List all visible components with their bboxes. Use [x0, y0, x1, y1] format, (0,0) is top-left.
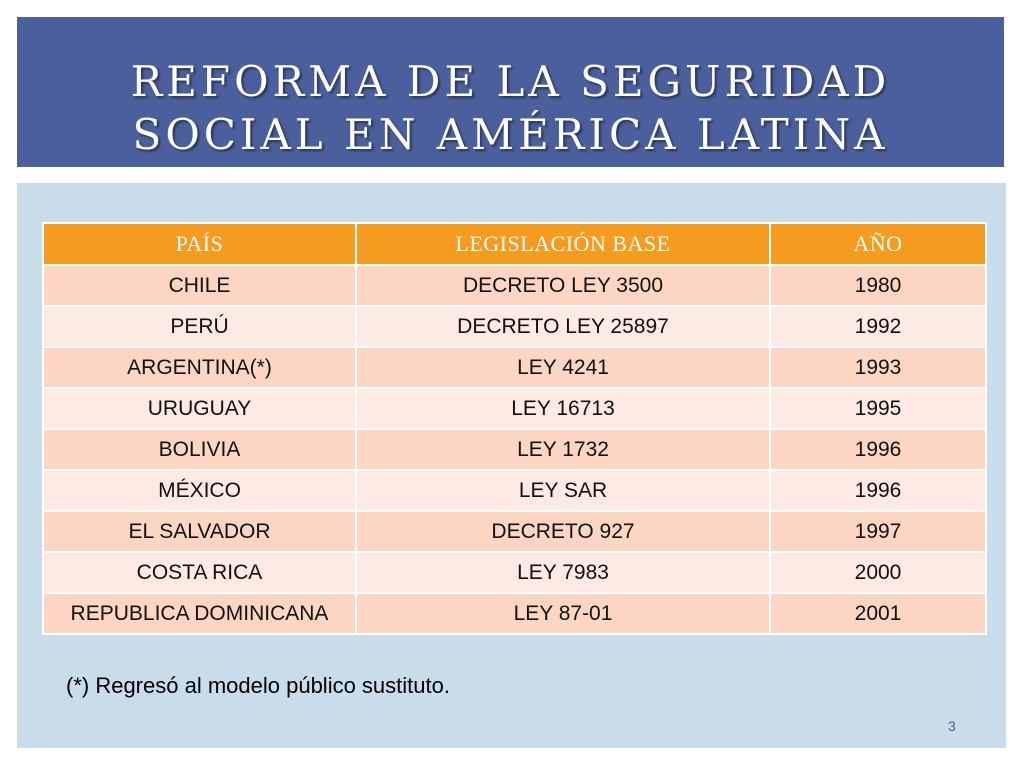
cell-year: 1997	[769, 510, 987, 553]
table-row: CHILE DECRETO LEY 3500 1980	[42, 264, 987, 307]
cell-legislation: LEY 7983	[355, 551, 771, 594]
header-country: PAÍS	[42, 222, 357, 266]
cell-year: 1996	[769, 428, 987, 471]
legislation-table: PAÍS LEGISLACIÓN BASE AÑO CHILE DECRETO …	[42, 222, 987, 635]
slide-title-line-1: REFORMA DE LA SEGURIDAD	[130, 57, 891, 106]
table-row: ARGENTINA(*) LEY 4241 1993	[42, 346, 987, 389]
title-band: REFORMA DE LA SEGURIDAD SOCIAL EN AMÉRIC…	[17, 17, 1004, 167]
cell-year: 1993	[769, 346, 987, 389]
cell-year: 1992	[769, 305, 987, 348]
table-row: BOLIVIA LEY 1732 1996	[42, 428, 987, 471]
cell-legislation: LEY 1732	[355, 428, 771, 471]
table-row: EL SALVADOR DECRETO 927 1997	[42, 510, 987, 553]
page-number: 3	[948, 718, 956, 734]
cell-legislation: DECRETO LEY 25897	[355, 305, 771, 348]
header-year: AÑO	[769, 222, 987, 266]
table-row: MÉXICO LEY SAR 1996	[42, 469, 987, 512]
cell-year: 2000	[769, 551, 987, 594]
cell-year: 1995	[769, 387, 987, 430]
cell-legislation: LEY 87-01	[355, 592, 771, 635]
cell-country: CHILE	[42, 264, 357, 307]
cell-country: BOLIVIA	[42, 428, 357, 471]
footnote: (*) Regresó al modelo público sustituto.	[66, 673, 450, 698]
cell-country: MÉXICO	[42, 469, 357, 512]
cell-country: ARGENTINA(*)	[42, 346, 357, 389]
cell-year: 1980	[769, 264, 987, 307]
cell-country: REPUBLICA DOMINICANA	[42, 592, 357, 635]
cell-country: PERÚ	[42, 305, 357, 348]
cell-legislation: LEY 16713	[355, 387, 771, 430]
table-row: REPUBLICA DOMINICANA LEY 87-01 2001	[42, 592, 987, 635]
cell-year: 1996	[769, 469, 987, 512]
table-row: COSTA RICA LEY 7983 2000	[42, 551, 987, 594]
cell-country: EL SALVADOR	[42, 510, 357, 553]
cell-country: COSTA RICA	[42, 551, 357, 594]
cell-country: URUGUAY	[42, 387, 357, 430]
header-legislation: LEGISLACIÓN BASE	[355, 222, 771, 266]
cell-legislation: LEY SAR	[355, 469, 771, 512]
cell-legislation: LEY 4241	[355, 346, 771, 389]
table-row: URUGUAY LEY 16713 1995	[42, 387, 987, 430]
table-row: PERÚ DECRETO LEY 25897 1992	[42, 305, 987, 348]
cell-legislation: DECRETO 927	[355, 510, 771, 553]
slide-title-line-2: SOCIAL EN AMÉRICA LATINA	[132, 110, 889, 159]
cell-legislation: DECRETO LEY 3500	[355, 264, 771, 307]
slide-title: REFORMA DE LA SEGURIDAD SOCIAL EN AMÉRIC…	[17, 55, 1004, 161]
table-header-row: PAÍS LEGISLACIÓN BASE AÑO	[42, 222, 987, 266]
cell-year: 2001	[769, 592, 987, 635]
